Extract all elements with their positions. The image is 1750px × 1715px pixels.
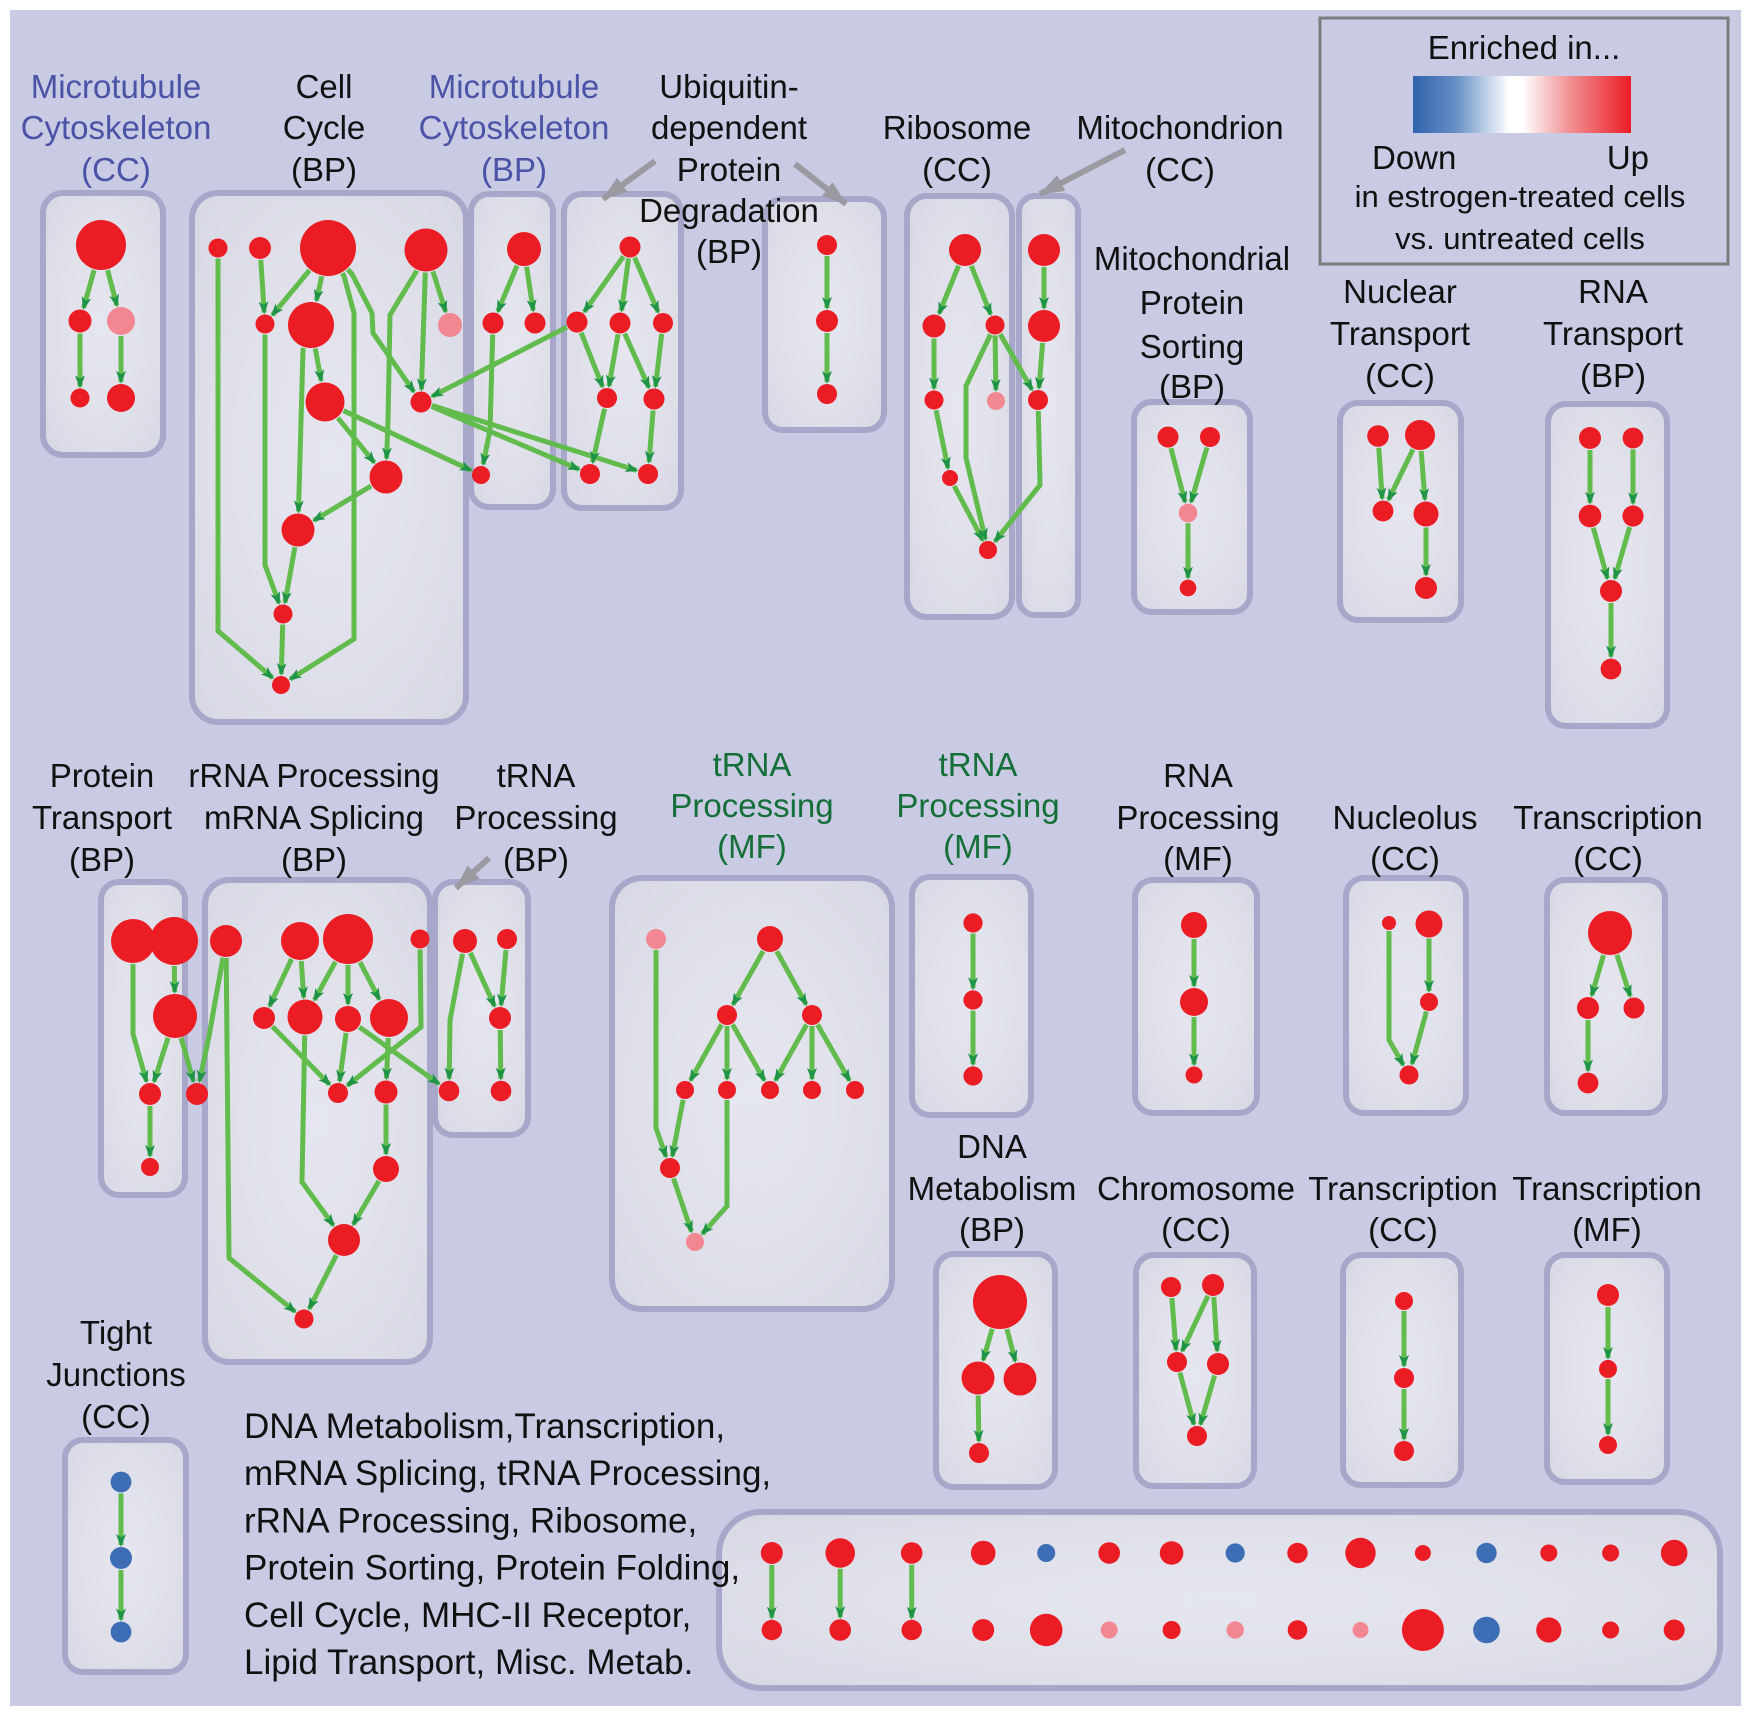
svg-text:(MF): (MF) [943, 828, 1013, 865]
svg-text:(CC): (CC) [1145, 151, 1215, 188]
svg-text:RNA: RNA [1163, 757, 1233, 794]
svg-text:Cytoskeleton: Cytoskeleton [419, 109, 610, 146]
svg-text:(CC): (CC) [1161, 1211, 1231, 1248]
svg-text:mRNA Splicing: mRNA Splicing [204, 799, 424, 836]
svg-text:DNA: DNA [957, 1128, 1027, 1165]
svg-text:dependent: dependent [651, 109, 807, 146]
svg-text:Cytoskeleton: Cytoskeleton [21, 109, 212, 146]
svg-text:Enriched in...: Enriched in... [1428, 29, 1621, 66]
svg-text:Mitochondrion: Mitochondrion [1076, 109, 1283, 146]
svg-text:tRNA: tRNA [939, 746, 1018, 783]
svg-text:(BP): (BP) [696, 233, 762, 270]
svg-text:(BP): (BP) [481, 151, 547, 188]
svg-text:(CC): (CC) [922, 151, 992, 188]
svg-text:Protein: Protein [50, 757, 155, 794]
svg-text:Transport: Transport [1330, 315, 1470, 352]
svg-text:(BP): (BP) [281, 841, 347, 878]
svg-text:(CC): (CC) [1368, 1211, 1438, 1248]
svg-text:Cycle: Cycle [283, 109, 366, 146]
svg-text:(CC): (CC) [1370, 840, 1440, 877]
svg-text:Transcription: Transcription [1308, 1170, 1498, 1207]
svg-text:Microtubule: Microtubule [429, 68, 600, 105]
svg-text:Transport: Transport [1543, 315, 1683, 352]
svg-text:tRNA: tRNA [713, 746, 792, 783]
svg-text:(BP): (BP) [959, 1211, 1025, 1248]
svg-text:Cell: Cell [296, 68, 353, 105]
svg-text:Junctions: Junctions [46, 1356, 185, 1393]
svg-text:rRNA Processing, Ribosome,: rRNA Processing, Ribosome, [244, 1501, 697, 1540]
svg-text:Protein: Protein [677, 151, 782, 188]
svg-text:Nuclear: Nuclear [1343, 273, 1457, 310]
svg-text:Processing: Processing [896, 787, 1059, 824]
svg-text:Degradation: Degradation [639, 192, 819, 229]
svg-text:Processing: Processing [1116, 799, 1279, 836]
svg-text:Protein Sorting, Protein Foldi: Protein Sorting, Protein Folding, [244, 1549, 740, 1588]
svg-text:Transport: Transport [32, 799, 172, 836]
svg-text:Transcription: Transcription [1513, 799, 1703, 836]
svg-text:(CC): (CC) [81, 151, 151, 188]
svg-text:(BP): (BP) [69, 841, 135, 878]
svg-text:Up: Up [1607, 139, 1649, 176]
svg-text:Microtubule: Microtubule [31, 68, 202, 105]
svg-text:Nucleolus: Nucleolus [1333, 799, 1478, 836]
svg-text:(MF): (MF) [1572, 1211, 1642, 1248]
svg-text:(CC): (CC) [81, 1398, 151, 1435]
svg-text:Down: Down [1372, 139, 1456, 176]
svg-text:(BP): (BP) [503, 841, 569, 878]
svg-text:RNA: RNA [1578, 273, 1648, 310]
svg-text:Protein: Protein [1140, 284, 1245, 321]
svg-text:(MF): (MF) [717, 828, 787, 865]
svg-text:mRNA Splicing, tRNA Processing: mRNA Splicing, tRNA Processing, [244, 1454, 771, 1493]
svg-text:tRNA: tRNA [497, 757, 576, 794]
svg-text:Ubiquitin-: Ubiquitin- [659, 68, 798, 105]
svg-text:Tight: Tight [80, 1314, 152, 1351]
svg-text:rRNA Processing: rRNA Processing [188, 757, 439, 794]
svg-text:Processing: Processing [670, 787, 833, 824]
svg-text:(CC): (CC) [1365, 357, 1435, 394]
svg-text:(BP): (BP) [1159, 368, 1225, 405]
svg-text:(CC): (CC) [1573, 840, 1643, 877]
svg-text:Sorting: Sorting [1140, 328, 1245, 365]
svg-text:(BP): (BP) [1580, 357, 1646, 394]
svg-text:Transcription: Transcription [1512, 1170, 1702, 1207]
svg-text:Mitochondrial: Mitochondrial [1094, 240, 1290, 277]
svg-text:Processing: Processing [454, 799, 617, 836]
svg-text:Chromosome: Chromosome [1097, 1170, 1295, 1207]
svg-text:vs. untreated cells: vs. untreated cells [1395, 221, 1645, 256]
svg-text:(MF): (MF) [1163, 840, 1233, 877]
svg-text:Metabolism: Metabolism [908, 1170, 1077, 1207]
svg-text:Cell Cycle, MHC-II Receptor,: Cell Cycle, MHC-II Receptor, [244, 1596, 691, 1635]
svg-text:Lipid Transport, Misc. Metab.: Lipid Transport, Misc. Metab. [244, 1643, 693, 1682]
svg-text:(BP): (BP) [291, 151, 357, 188]
svg-text:Ribosome: Ribosome [883, 109, 1032, 146]
svg-text:DNA Metabolism,Transcription,: DNA Metabolism,Transcription, [244, 1407, 725, 1446]
svg-text:in estrogen-treated cells: in estrogen-treated cells [1355, 179, 1686, 214]
